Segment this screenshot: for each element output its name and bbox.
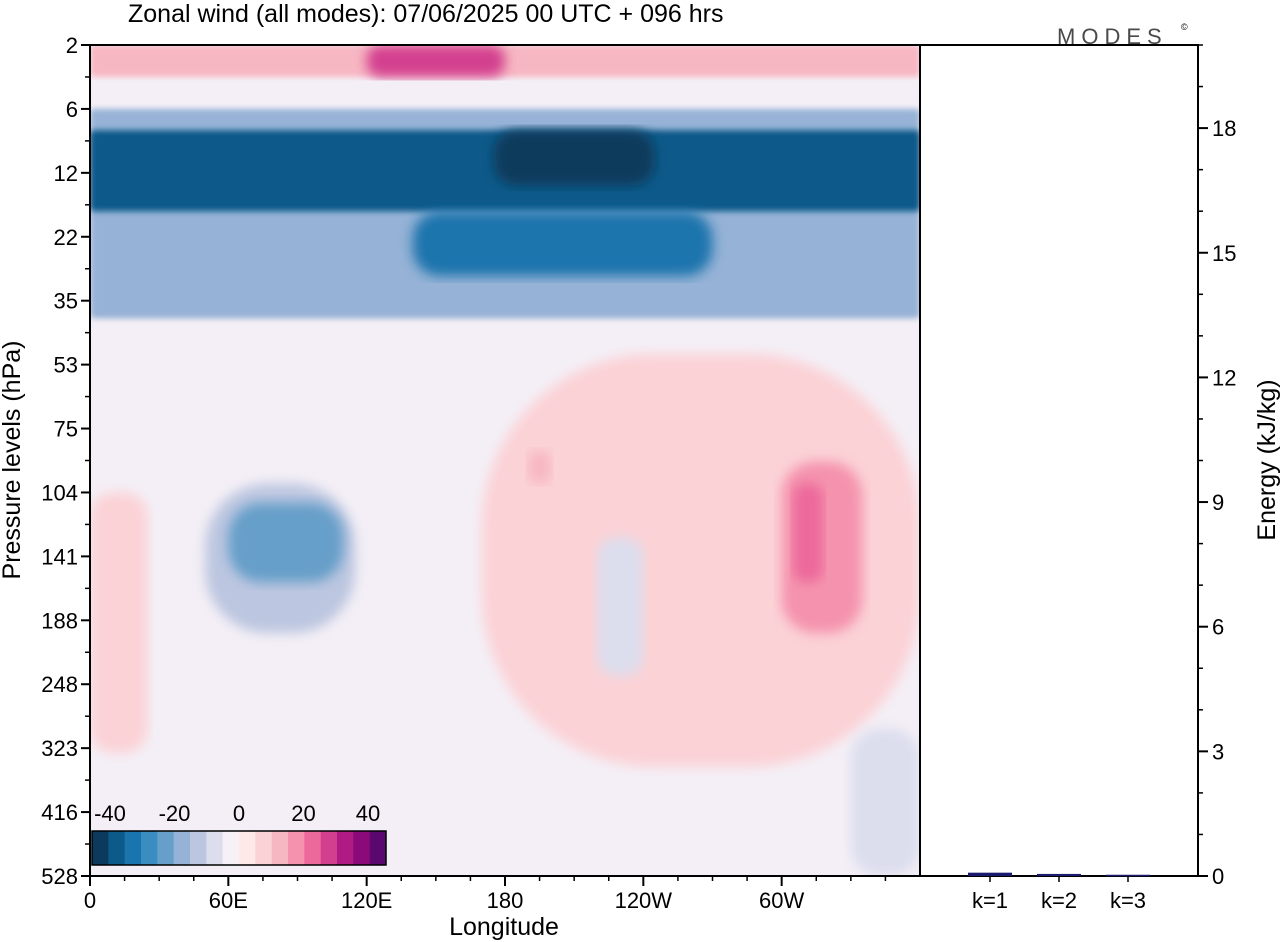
colorbar-swatch [239, 831, 256, 865]
colorbar-swatch [157, 831, 174, 865]
colorbar-swatch [108, 831, 125, 865]
x-tick-label: 0 [84, 888, 96, 913]
logo-mark: © [1181, 22, 1188, 32]
x-tick-label: 180 [487, 888, 524, 913]
heatmap-fields [90, 45, 920, 876]
energy-bar [1037, 873, 1081, 876]
x-tick-label: 120W [615, 888, 673, 913]
wind-region [90, 492, 148, 753]
wind-region [850, 728, 920, 876]
y-tick-label: 53 [54, 353, 78, 378]
colorbar-swatch [288, 831, 305, 865]
colorbar-swatch [206, 831, 223, 865]
colorbar-swatch [271, 831, 289, 865]
y-tick-label: 6 [66, 97, 78, 122]
colorbar-swatch [320, 831, 338, 865]
colorbar-swatch [369, 831, 387, 865]
mode-tick-label: k=2 [1041, 888, 1077, 913]
chart-title: Zonal wind (all modes): 07/06/2025 00 UT… [128, 0, 723, 28]
energy-tick-label: 18 [1212, 116, 1236, 141]
y-tick-label: 75 [54, 417, 78, 442]
colorbar-tick-label: -20 [159, 801, 191, 826]
heatmap-panel [89, 44, 921, 877]
energy-tick-label: 9 [1212, 490, 1224, 515]
wind-region [597, 537, 644, 676]
x-tick-label: 120E [341, 888, 392, 913]
longitude-axis: 0 60E 120E 180 120W 60W [84, 876, 887, 913]
energy-axis-label: Energy (kJ/kg) [1253, 379, 1280, 540]
mode-tick-label: k=1 [972, 888, 1008, 913]
colorbar-swatch [92, 831, 109, 865]
energy-tick-label: 6 [1212, 615, 1224, 640]
y-tick-label: 35 [54, 289, 78, 314]
wind-region [366, 45, 505, 77]
energy-frame [919, 44, 1199, 877]
energy-tick-label: 0 [1212, 864, 1224, 889]
energy-bar [968, 872, 1012, 876]
colorbar-tick-label: 0 [233, 801, 245, 826]
y-tick-label: 248 [41, 672, 78, 697]
colorbar-swatch [304, 831, 321, 865]
energy-tick-label: 15 [1212, 241, 1236, 266]
energy-tick-label: 12 [1212, 365, 1236, 390]
y-tick-label: 104 [41, 480, 78, 505]
mode-tick-label: k=3 [1110, 888, 1146, 913]
energy-axis: 0 3 6 9 12 15 18 [1198, 44, 1236, 889]
colorbar-tick-label: 20 [291, 801, 315, 826]
wind-region [493, 130, 655, 186]
colorbar [91, 830, 387, 866]
x-tick-label: 60E [209, 888, 248, 913]
y-tick-label: 323 [41, 736, 78, 761]
energy-bars [968, 872, 1150, 877]
colorbar-frame [91, 830, 387, 866]
y-tick-label: 2 [66, 33, 78, 58]
colorbar-swatch [353, 831, 370, 865]
y-tick-label: 12 [54, 161, 78, 186]
colorbar-swatch [190, 831, 207, 865]
colorbar-tick-label: -40 [94, 801, 126, 826]
colorbar-swatch [255, 831, 272, 865]
y-tick-label: 416 [41, 800, 78, 825]
x-axis-label: Longitude [449, 913, 559, 941]
wind-region [412, 211, 713, 277]
colorbar-tick-label: 40 [356, 801, 380, 826]
energy-tick-label: 3 [1212, 739, 1224, 764]
x-tick-label: 60W [759, 888, 804, 913]
y-axis-label: Pressure levels (hPa) [0, 341, 26, 580]
wind-region [793, 483, 824, 583]
mode-axis: k=1 k=2 k=3 [972, 876, 1146, 913]
colorbar-swatch [337, 831, 354, 865]
colorbar-swatch [222, 831, 240, 865]
energy-panel [919, 44, 1199, 877]
wind-region [481, 353, 920, 767]
y-tick-label: 141 [41, 544, 78, 569]
colorbar-ticks: -40 -20 0 20 40 [94, 801, 380, 826]
wind-region [228, 502, 344, 583]
wind-region [528, 450, 552, 484]
colorbar-swatch [173, 831, 191, 865]
colorbar-swatch [141, 831, 158, 865]
y-tick-label: 528 [41, 864, 78, 889]
colorbar-swatch [124, 831, 142, 865]
energy-bar [1106, 874, 1150, 877]
y-tick-label: 188 [41, 608, 78, 633]
y-tick-label: 22 [54, 225, 78, 250]
pressure-axis: 2 6 12 22 35 53 75 104 141 188 248 323 416 528 [41, 33, 90, 889]
